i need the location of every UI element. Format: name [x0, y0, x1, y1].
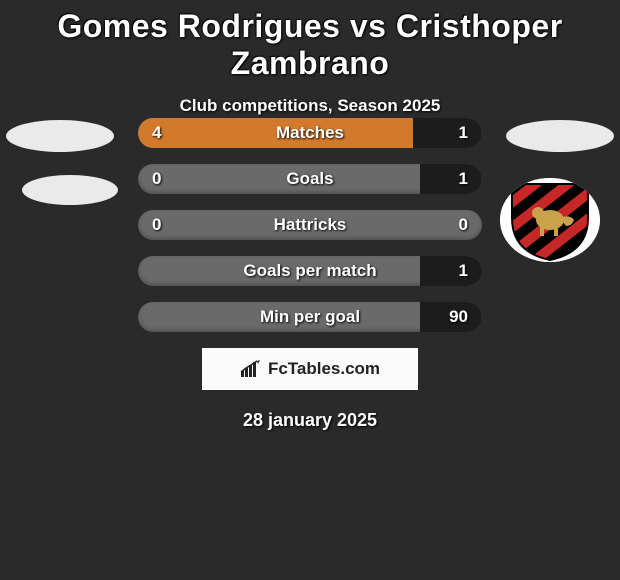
stat-label: Min per goal	[138, 302, 482, 332]
stat-value-right: 1	[459, 118, 468, 148]
subtitle: Club competitions, Season 2025	[0, 96, 620, 116]
stat-label: Matches	[138, 118, 482, 148]
stat-value-right: 90	[449, 302, 468, 332]
stat-row-hattricks: 0 Hattricks 0	[138, 210, 482, 240]
stats-container: 4 Matches 1 0 Goals 1 0 Hattricks 0 Goal…	[0, 118, 620, 431]
brand-text: FcTables.com	[268, 359, 380, 379]
stat-row-mpg: Min per goal 90	[138, 302, 482, 332]
stat-row-gpm: Goals per match 1	[138, 256, 482, 286]
stat-label: Hattricks	[138, 210, 482, 240]
stat-row-goals: 0 Goals 1	[138, 164, 482, 194]
stat-label: Goals	[138, 164, 482, 194]
stat-value-right: 1	[459, 256, 468, 286]
date-line: 28 january 2025	[0, 410, 620, 431]
stat-row-matches: 4 Matches 1	[138, 118, 482, 148]
stat-value-right: 1	[459, 164, 468, 194]
chart-bars-icon	[240, 360, 262, 378]
stat-value-right: 0	[459, 210, 468, 240]
stat-label: Goals per match	[138, 256, 482, 286]
page-title: Gomes Rodrigues vs Cristhoper Zambrano	[0, 0, 620, 82]
brand-box: FcTables.com	[202, 348, 418, 390]
